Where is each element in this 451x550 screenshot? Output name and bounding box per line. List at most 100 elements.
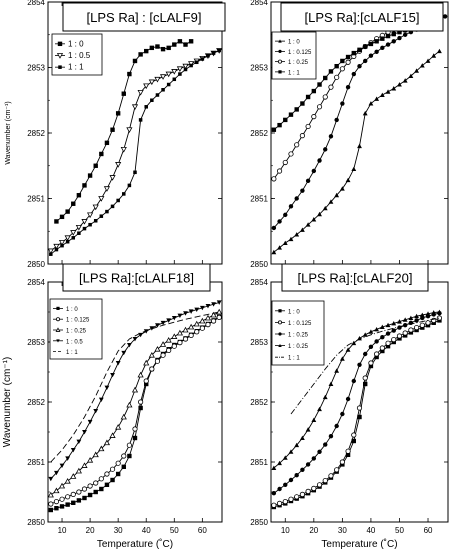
data-point	[391, 320, 397, 326]
data-point	[271, 249, 277, 255]
data-point	[368, 53, 374, 58]
data-point	[334, 467, 340, 473]
chart-title: [LPS Ra]:[cLALF15]	[305, 10, 420, 25]
title-box	[62, 263, 211, 292]
data-point	[402, 78, 408, 83]
data-point	[316, 482, 323, 488]
data-point	[351, 166, 357, 172]
data-point	[200, 57, 205, 61]
data-point	[65, 502, 70, 507]
data-point	[87, 492, 93, 498]
data-point	[99, 486, 104, 492]
data-point	[115, 361, 121, 366]
legend-label: 1 : 0	[288, 309, 300, 315]
data-point	[368, 363, 374, 369]
data-point	[442, 14, 448, 19]
data-point	[334, 423, 339, 429]
y-tick-label: 2850	[250, 518, 268, 527]
data-point	[328, 199, 334, 204]
data-point	[351, 378, 356, 384]
y-tick-label: 2853	[27, 64, 45, 73]
data-point	[93, 409, 99, 414]
data-point	[115, 460, 121, 466]
data-point	[58, 482, 66, 489]
y-tick-label: 2853	[27, 338, 45, 347]
data-point	[144, 105, 148, 109]
data-point	[357, 414, 362, 420]
legend-marker	[278, 49, 282, 53]
data-point	[53, 498, 60, 505]
data-point	[76, 489, 82, 495]
data-point	[115, 111, 121, 116]
chart-title: [LPS Ra] : [cLALF9]	[87, 10, 202, 25]
legend: 1 : 0 1 : 0.125 1 : 0.25 1 : 1	[271, 31, 317, 80]
data-point	[155, 93, 160, 97]
data-point	[345, 452, 351, 457]
data-point	[345, 59, 351, 65]
data-point	[127, 183, 132, 188]
data-point	[311, 217, 317, 222]
data-point	[217, 48, 221, 53]
data-point	[154, 345, 161, 352]
data-point	[363, 58, 368, 64]
data-point	[166, 318, 172, 323]
y-tick-label: 2851	[27, 195, 45, 204]
legend-label: 1 : 0.5	[68, 51, 91, 60]
chart-title: [LPS Ra]:[cLALF20]	[298, 271, 413, 286]
data-point	[374, 354, 379, 360]
data-point	[317, 82, 322, 87]
data-point	[380, 335, 385, 340]
data-point	[357, 362, 362, 367]
data-point	[47, 248, 54, 255]
data-point	[294, 142, 300, 148]
data-point	[127, 453, 132, 459]
data-point	[345, 84, 351, 90]
data-point	[166, 347, 172, 353]
data-point	[294, 442, 300, 448]
data-point	[419, 322, 425, 328]
data-point	[299, 133, 306, 139]
data-point	[199, 317, 206, 324]
series-2	[271, 315, 443, 508]
data-point	[144, 381, 149, 387]
data-point	[210, 311, 217, 318]
data-point	[385, 33, 391, 39]
x-axis-label: Temperature (˚C)	[97, 538, 173, 550]
data-point	[397, 29, 402, 35]
legend-label: 1 : 0.125	[288, 50, 312, 56]
data-point	[87, 419, 93, 425]
data-point	[93, 489, 98, 495]
data-point	[334, 63, 339, 69]
data-point	[385, 89, 391, 94]
data-point	[271, 225, 277, 231]
legend-marker	[278, 70, 282, 74]
x-tick-label: 50	[395, 526, 404, 535]
data-point	[98, 476, 104, 482]
data-point	[87, 483, 93, 489]
data-point	[59, 504, 65, 509]
x-tick-label: 60	[198, 526, 207, 535]
data-point	[143, 378, 149, 384]
data-point	[277, 245, 282, 250]
legend-label: 1 : 1	[288, 70, 300, 76]
data-point	[385, 42, 391, 47]
data-point	[402, 323, 408, 328]
data-point	[397, 82, 402, 87]
data-point	[345, 177, 351, 183]
data-point	[160, 46, 166, 52]
data-point	[334, 117, 339, 123]
data-point	[305, 427, 311, 432]
data-point	[282, 498, 288, 505]
data-point	[216, 300, 222, 305]
data-point	[368, 41, 374, 47]
data-point	[317, 406, 322, 412]
data-point	[148, 351, 155, 358]
data-point	[282, 159, 288, 166]
data-point	[165, 71, 172, 78]
x-tick-label: 40	[142, 526, 151, 535]
data-point	[288, 151, 294, 157]
data-point	[282, 240, 288, 246]
data-point	[88, 222, 92, 227]
legend-label: 1 : 0	[288, 40, 300, 46]
data-point	[288, 449, 294, 454]
